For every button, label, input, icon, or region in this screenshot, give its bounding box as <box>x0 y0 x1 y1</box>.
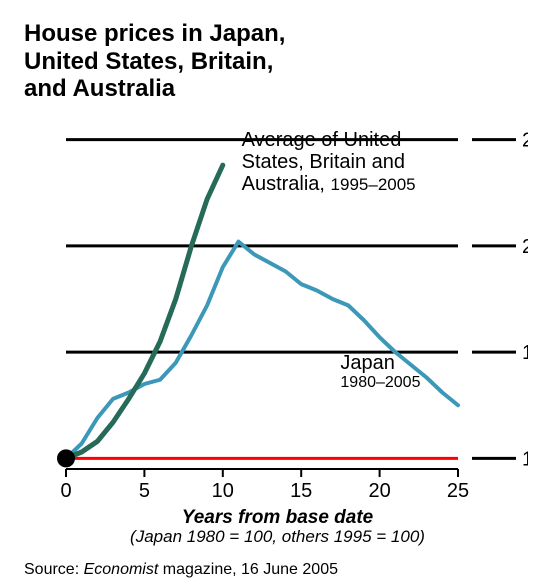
svg-text:250: 250 <box>522 129 528 151</box>
svg-text:Australia, 1995–2005: Australia, 1995–2005 <box>242 173 416 195</box>
svg-text:20: 20 <box>368 480 390 501</box>
svg-text:150: 150 <box>522 342 528 364</box>
title-line: House prices in Japan, <box>24 20 285 47</box>
svg-text:25: 25 <box>447 480 469 501</box>
svg-text:100: 100 <box>522 448 528 470</box>
title-line: United States, Britain, <box>24 48 273 75</box>
svg-text:10: 10 <box>212 480 234 501</box>
source-name: Economist <box>84 561 159 578</box>
chart-area: 100 150 200 250 0 5 10 15 20 25 Average of UnitedS… <box>28 121 528 501</box>
svg-text:200: 200 <box>522 236 528 258</box>
source-line: Source: Economist magazine, 16 June 2005 <box>24 561 535 579</box>
chart-title: House prices in Japan, United States, Br… <box>24 20 535 103</box>
svg-text:Average of United: Average of United <box>242 129 402 151</box>
x-axis-subtitle: (Japan 1980 = 100, others 1995 = 100) <box>20 527 535 547</box>
x-axis-title: Years from base date <box>20 507 535 529</box>
svg-text:0: 0 <box>60 480 71 501</box>
source-rest: magazine, 16 June 2005 <box>158 561 338 578</box>
svg-text:Japan: Japan <box>340 352 395 374</box>
line-chart: 100 150 200 250 0 5 10 15 20 25 Average of UnitedS… <box>28 121 528 501</box>
svg-text:15: 15 <box>290 480 312 501</box>
title-line: and Australia <box>24 75 175 102</box>
svg-text:5: 5 <box>139 480 150 501</box>
svg-text:States, Britain and: States, Britain and <box>242 151 405 173</box>
source-prefix: Source: <box>24 561 79 578</box>
svg-text:1980–2005: 1980–2005 <box>340 374 420 391</box>
